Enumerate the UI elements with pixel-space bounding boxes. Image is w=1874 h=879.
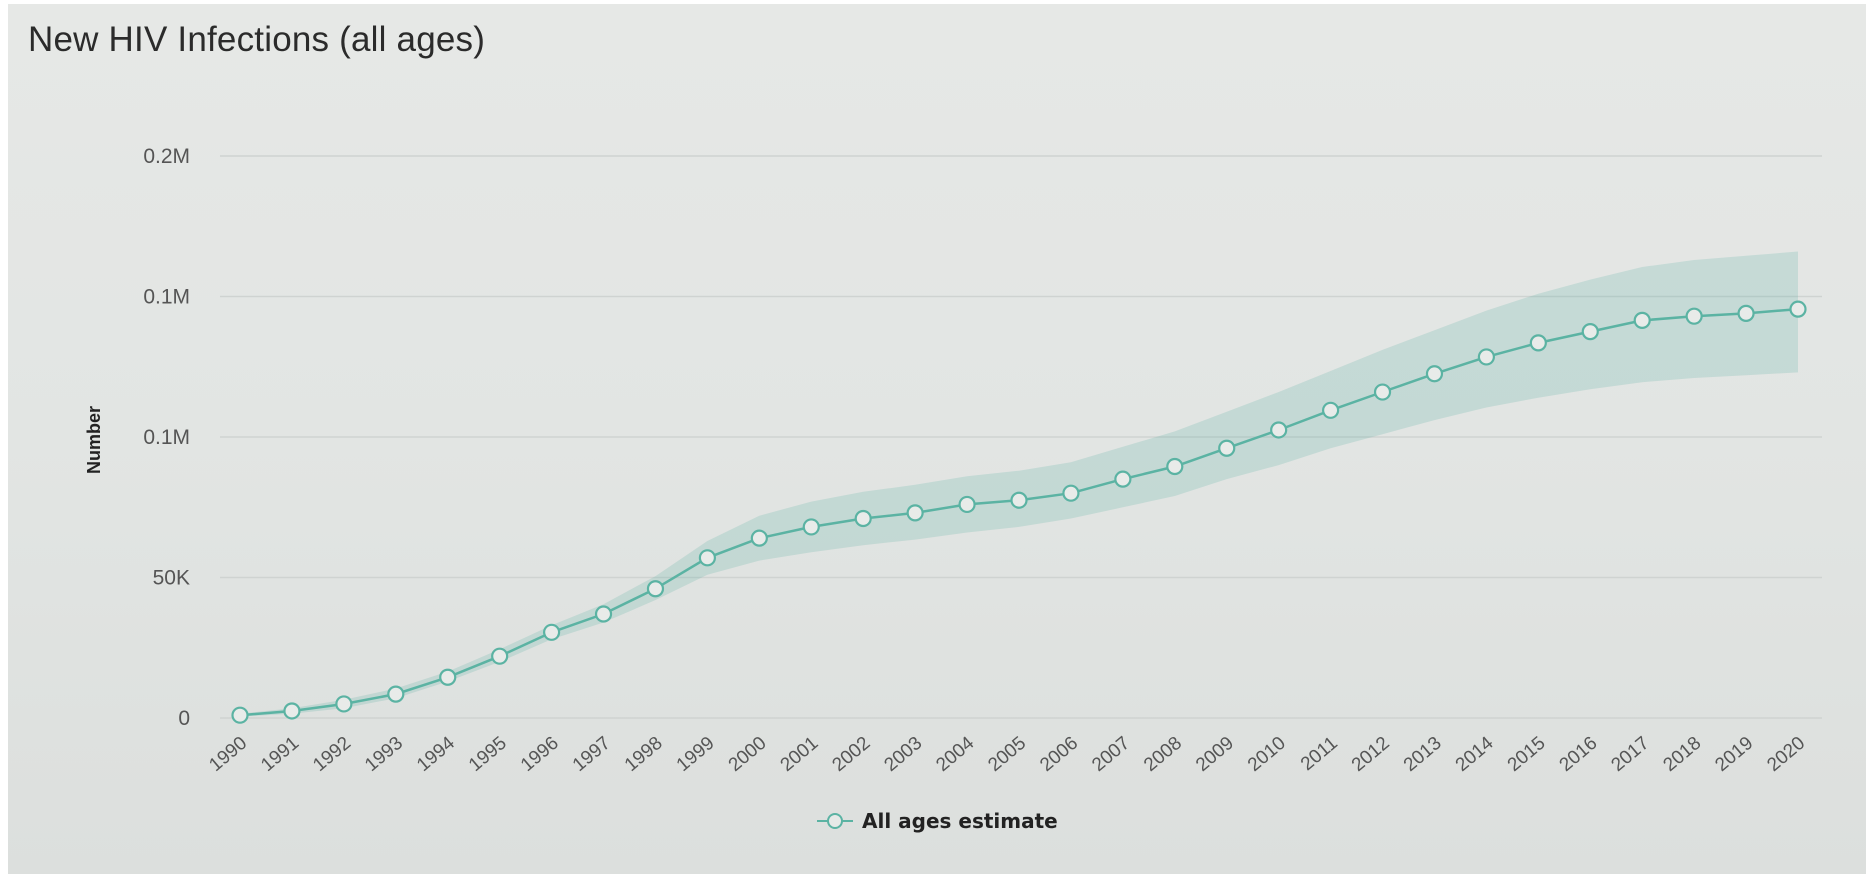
data-point-1991[interactable] (283, 702, 301, 720)
x-tick-label: 2011 (1297, 733, 1342, 775)
data-point-2017[interactable] (1633, 311, 1651, 329)
data-point-2004[interactable] (958, 495, 976, 514)
x-tick-label: 2010 (1244, 733, 1290, 776)
gridlines (220, 155, 1822, 719)
y-tick-label: 0.1M (143, 426, 190, 449)
data-point-2000[interactable] (750, 529, 768, 547)
x-axis-ticks: 1990 1991 1992 1993 1994 1995 1996 1997 1998 1999… (205, 732, 1809, 776)
chart-title: New HIV Infections (all ages) (28, 20, 486, 59)
data-point-2015[interactable] (1529, 334, 1547, 352)
data-point-2010[interactable] (1270, 421, 1288, 439)
x-tick-label: 2002 (829, 733, 875, 776)
x-tick-label: 2001 (777, 733, 823, 776)
x-tick-label: 2016 (1556, 733, 1602, 776)
x-tick-label: 2006 (1036, 733, 1082, 776)
x-tick-label: 2014 (1452, 732, 1498, 776)
y-tick-label: 50K (153, 567, 190, 590)
uncertainty-band (240, 251, 1798, 717)
data-point-2018[interactable] (1685, 307, 1703, 325)
x-tick-label: 2013 (1400, 733, 1446, 776)
data-point-2011[interactable] (1321, 401, 1340, 419)
data-point-2020[interactable] (1789, 300, 1807, 318)
data-point-2001[interactable] (802, 518, 820, 536)
data-point-2005[interactable] (1010, 491, 1028, 509)
data-point-1997[interactable] (594, 605, 613, 623)
x-tick-label: 2008 (1140, 733, 1186, 776)
data-point-2007[interactable] (1114, 470, 1132, 488)
x-tick-label: 1997 (569, 733, 615, 776)
data-point-1993[interactable] (387, 685, 405, 703)
data-point-2019[interactable] (1737, 304, 1755, 322)
data-point-2014[interactable] (1477, 348, 1496, 366)
x-tick-label: 1998 (621, 733, 667, 776)
x-tick-label: 2020 (1763, 733, 1809, 776)
x-tick-label: 1999 (673, 733, 719, 776)
data-point-2013[interactable] (1425, 365, 1444, 383)
data-point-2008[interactable] (1166, 457, 1184, 476)
data-point-1995[interactable] (491, 647, 509, 665)
x-tick-label: 1993 (361, 733, 407, 776)
y-tick-label: 0.1M (143, 286, 190, 309)
x-tick-label: 2018 (1659, 733, 1705, 776)
data-point-2016[interactable] (1581, 323, 1599, 341)
data-point-1992[interactable] (335, 695, 353, 713)
x-tick-label: 1994 (413, 732, 459, 776)
y-axis-label: Number (84, 406, 104, 474)
x-tick-label: 2012 (1348, 733, 1394, 776)
confidence-band (240, 251, 1798, 717)
data-point-2003[interactable] (906, 504, 924, 522)
data-point-2006[interactable] (1062, 484, 1080, 502)
y-axis-ticks: 0 50K 0.1M 0.1M 0.2M (143, 145, 190, 730)
data-point-2009[interactable] (1218, 439, 1236, 457)
y-tick-label: 0 (178, 707, 190, 730)
x-tick-label: 1990 (205, 733, 251, 776)
x-tick-label: 2017 (1608, 733, 1654, 776)
x-tick-label: 2015 (1504, 733, 1550, 776)
x-tick-label: 1992 (309, 733, 355, 776)
legend[interactable]: All ages estimate (817, 809, 1058, 833)
data-point-1999[interactable] (698, 549, 717, 567)
series-points (231, 300, 1807, 724)
x-tick-label: 2009 (1192, 733, 1238, 776)
data-point-2002[interactable] (854, 509, 872, 528)
x-tick-label: 2000 (725, 733, 771, 776)
x-tick-label: 2007 (1088, 733, 1134, 776)
x-tick-label: 2005 (984, 733, 1030, 776)
data-point-1998[interactable] (646, 580, 665, 598)
x-tick-label: 1996 (517, 733, 563, 776)
x-tick-label: 1995 (465, 733, 511, 776)
y-tick-label: 0.2M (143, 145, 190, 168)
x-tick-label: 2019 (1711, 733, 1757, 776)
x-tick-label: 1991 (257, 733, 303, 776)
chart-panel (8, 4, 1866, 874)
data-point-1996[interactable] (542, 623, 561, 641)
x-tick-label: 2004 (932, 732, 978, 776)
x-tick-label: 2003 (880, 733, 926, 776)
legend-marker-icon (827, 813, 843, 829)
data-point-1990[interactable] (231, 706, 249, 724)
data-point-2012[interactable] (1373, 383, 1392, 401)
legend-label: All ages estimate (862, 809, 1058, 833)
data-point-1994[interactable] (439, 668, 457, 686)
